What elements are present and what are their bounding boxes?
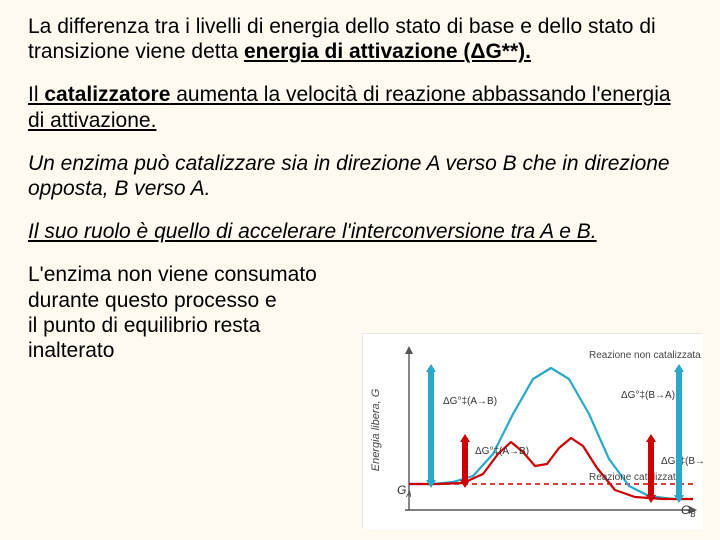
paragraph-1: La differenza tra i livelli di energia d…: [28, 14, 692, 64]
energy-diagram: Energia libera, G Reazione non catalizzat…: [362, 333, 702, 528]
svg-text:Energia libera, G: Energia libera, G: [370, 388, 382, 471]
paragraph-5: L'enzima non viene consumato durante que…: [28, 262, 388, 363]
paragraph-3: Un enzima può catalizzare sia in direzio…: [28, 151, 692, 201]
svg-text:ΔG°‡(B→A): ΔG°‡(B→A): [621, 390, 675, 401]
svg-text:ΔG°‡(A→B): ΔG°‡(A→B): [443, 396, 497, 407]
svg-text:Reazione non catalizzata: Reazione non catalizzata: [589, 350, 701, 361]
paragraph-2: Il catalizzatore aumenta la velocità di …: [28, 82, 692, 132]
svg-text:Reazione catalizzata: Reazione catalizzata: [589, 472, 682, 483]
p1-key: energia di attivazione (ΔG**).: [244, 40, 531, 63]
p2-wrap: Il catalizzatore aumenta la velocità di …: [28, 83, 671, 131]
paragraph-4: Il suo ruolo è quello di accelerare l'in…: [28, 219, 692, 244]
svg-text:ΔG°‡(A→B): ΔG°‡(A→B): [475, 446, 529, 457]
energy-diagram-svg: Energia libera, G Reazione non catalizzat…: [363, 334, 703, 529]
